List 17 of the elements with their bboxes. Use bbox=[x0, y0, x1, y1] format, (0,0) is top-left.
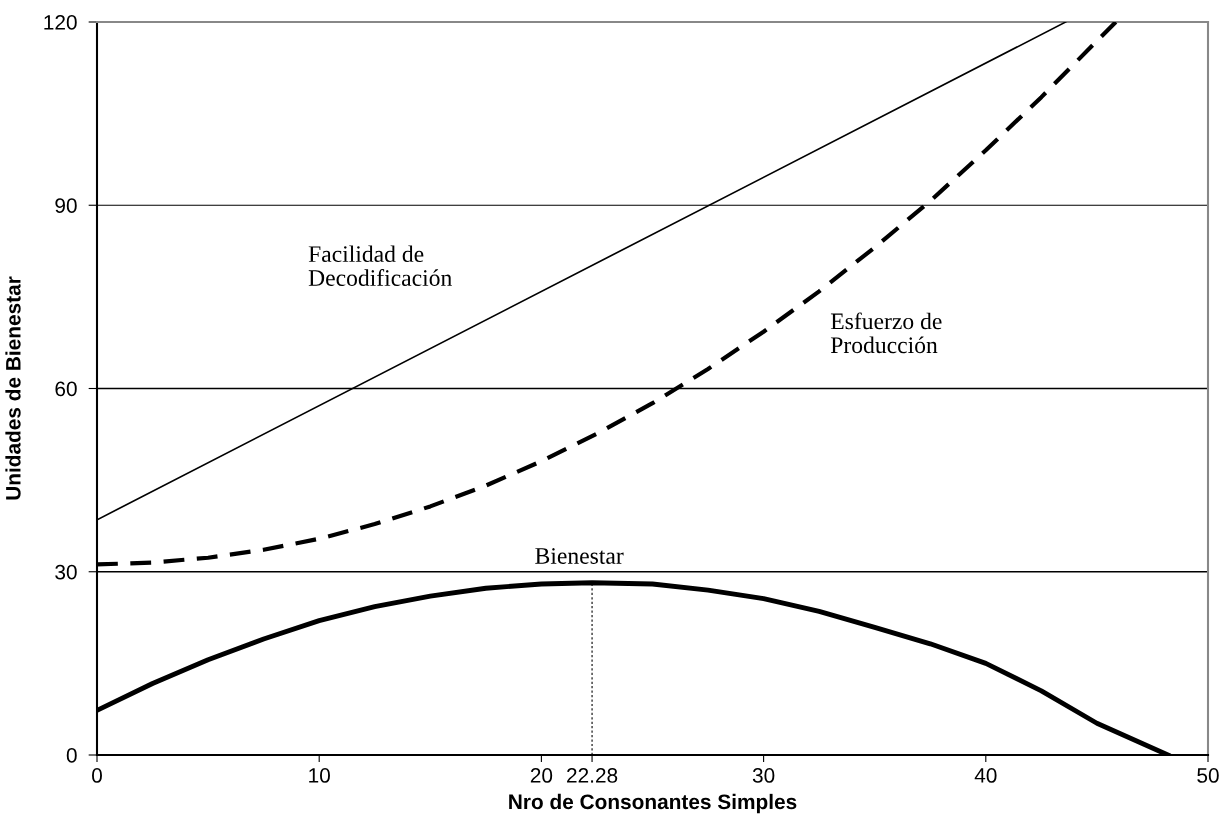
y-tick-label: 0 bbox=[66, 748, 77, 763]
x-tick-label: 10 bbox=[309, 768, 330, 783]
x-tick-label: 20 bbox=[530, 768, 553, 783]
x-tick-label: 22.28 bbox=[567, 768, 618, 783]
y-tick-label: 30 bbox=[55, 564, 77, 580]
series-label: Bienestar bbox=[535, 548, 624, 564]
x-axis-title: Nro de Consonantes Simples bbox=[509, 793, 797, 814]
x-tick-label: 40 bbox=[974, 768, 997, 783]
series-label: Facilidad de Decodificación bbox=[308, 245, 452, 286]
x-tick-label: 50 bbox=[1197, 768, 1219, 783]
series-label: Esfuerzo de Producción bbox=[830, 312, 942, 354]
x-tick-label: 0 bbox=[92, 768, 102, 783]
y-axis-title: Unidades de Bienestar bbox=[5, 276, 21, 500]
y-tick-label: 90 bbox=[55, 198, 77, 213]
x-tick-label: 30 bbox=[752, 768, 775, 783]
y-tick-label: 60 bbox=[55, 381, 77, 397]
y-tick-label: 120 bbox=[44, 15, 77, 30]
